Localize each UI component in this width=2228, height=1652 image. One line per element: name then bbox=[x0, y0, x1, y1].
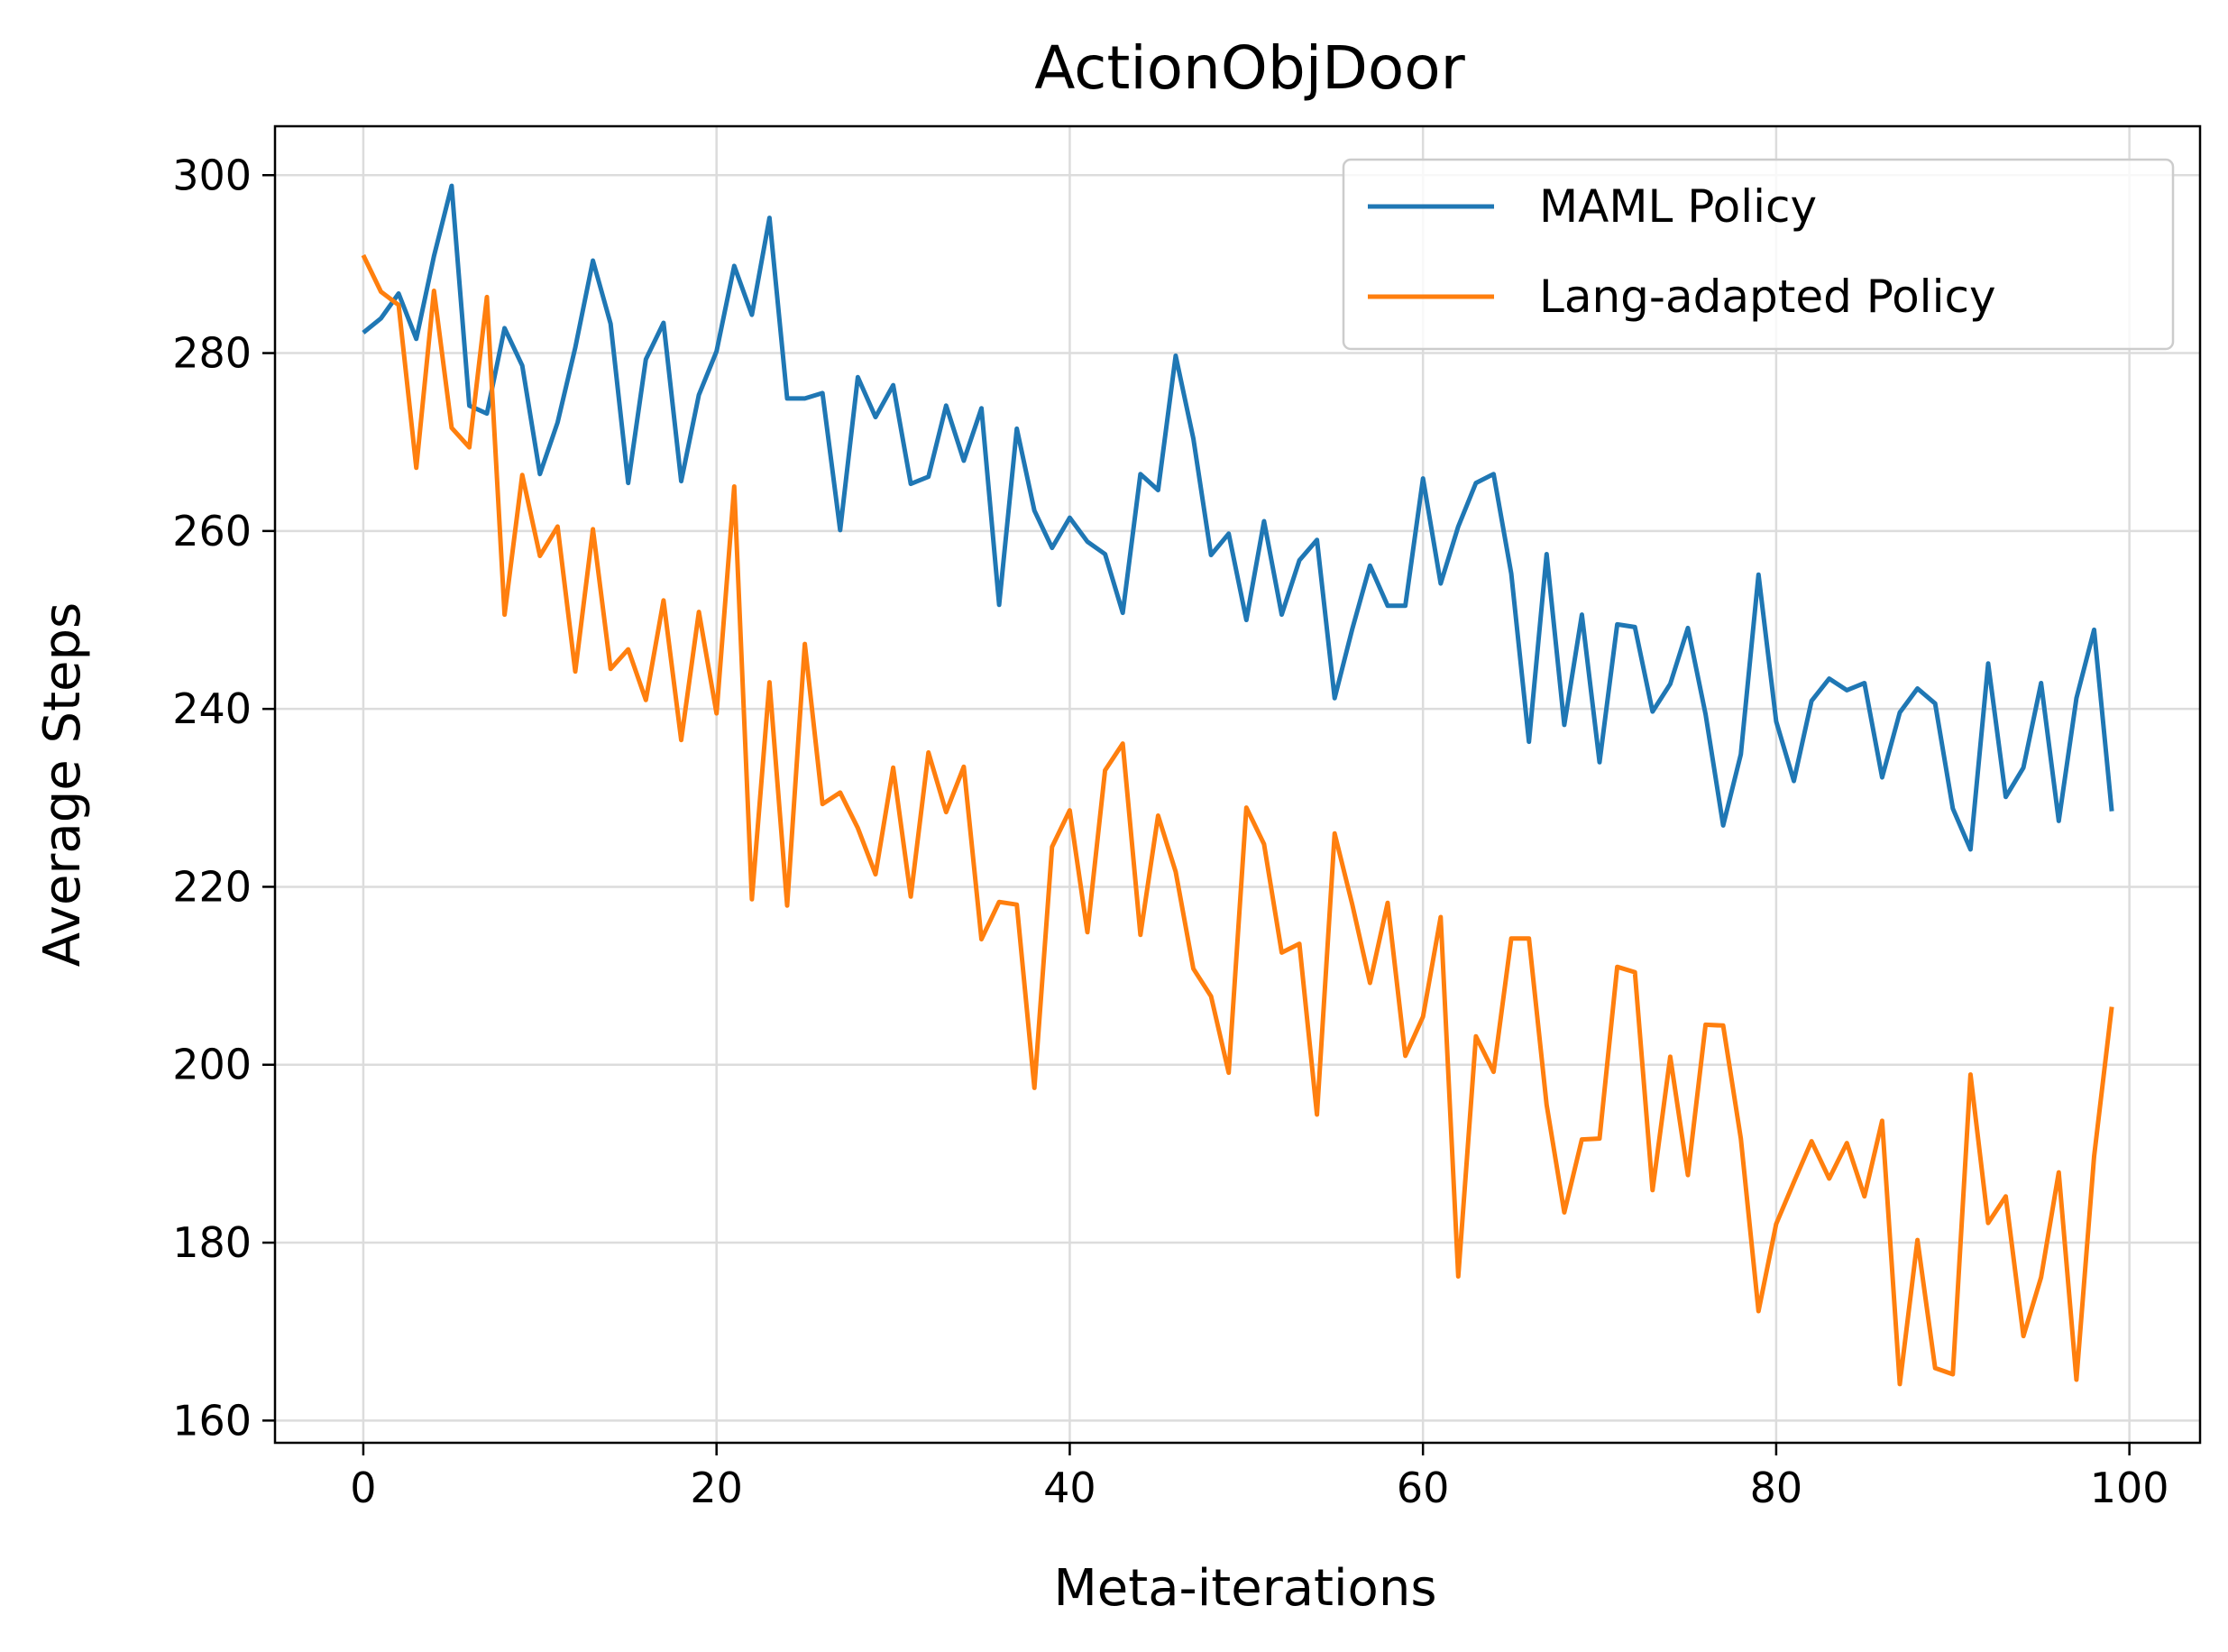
x-tick-label: 80 bbox=[1750, 1464, 1803, 1512]
y-tick-label: 200 bbox=[172, 1041, 252, 1089]
chart-title: ActionObjDoor bbox=[1034, 33, 1465, 103]
legend: MAML Policy Lang-adapted Policy bbox=[1342, 158, 2175, 351]
grid-lines bbox=[275, 126, 2200, 1443]
x-tick-label: 60 bbox=[1397, 1464, 1450, 1512]
y-tick-label: 220 bbox=[172, 862, 252, 911]
x-tick-label: 100 bbox=[2090, 1464, 2169, 1512]
y-tick-label: 300 bbox=[172, 151, 252, 199]
y-tick-label: 240 bbox=[172, 684, 252, 733]
axis-ticks: 0 20 40 60 80 100 160 180 200 220 240 260 280 300 bbox=[172, 151, 2168, 1512]
x-tick-label: 40 bbox=[1043, 1464, 1096, 1512]
y-tick-label: 260 bbox=[172, 507, 252, 555]
y-axis-label: Average Steps bbox=[33, 602, 92, 967]
y-tick-label: 280 bbox=[172, 329, 252, 378]
series-lines bbox=[361, 183, 2114, 1387]
x-axis-label: Meta-iterations bbox=[1053, 1559, 1436, 1618]
x-tick-label: 0 bbox=[350, 1464, 376, 1512]
series-line-maml-policy bbox=[362, 183, 2114, 852]
legend-box bbox=[1342, 158, 2175, 351]
series-line-lang-adapted-policy bbox=[361, 253, 2114, 1387]
plot-frame bbox=[273, 124, 2202, 1445]
y-tick-label: 180 bbox=[172, 1218, 252, 1267]
legend-label-lang-adapted-policy: Lang-adapted Policy bbox=[1539, 271, 1996, 323]
y-tick-label: 160 bbox=[172, 1396, 252, 1445]
legend-label-maml-policy: MAML Policy bbox=[1539, 180, 1817, 233]
x-tick-label: 20 bbox=[690, 1464, 743, 1512]
